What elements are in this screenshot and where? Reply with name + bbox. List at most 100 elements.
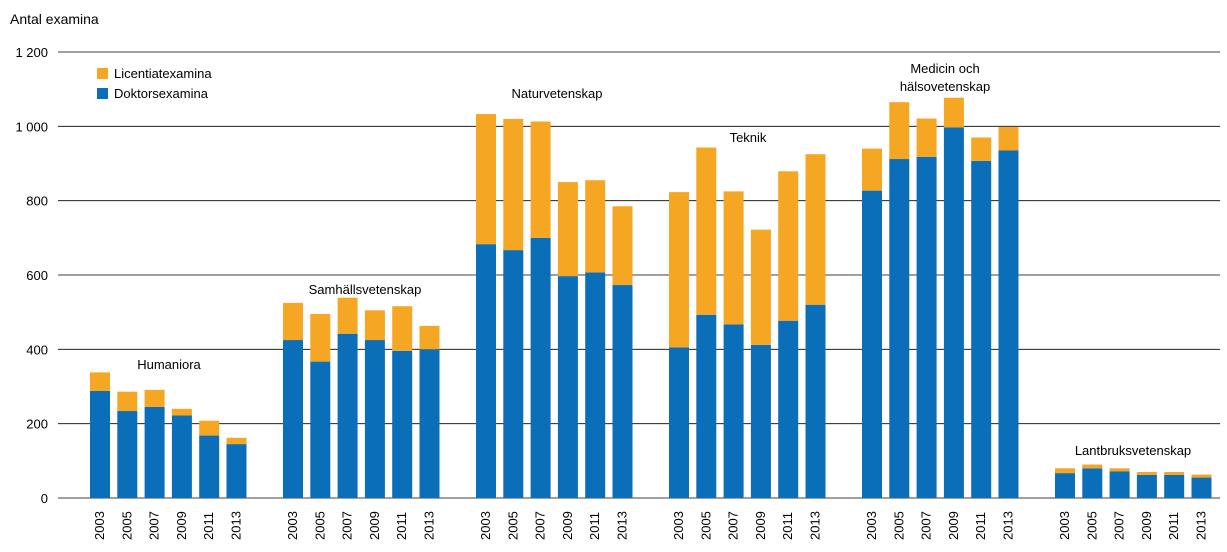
bar-licentiatexamina [117,391,138,412]
bar-doktorsexamina [1082,468,1103,498]
bar-doktorsexamina [723,324,744,498]
bar-licentiatexamina [1109,468,1130,472]
x-tick-label: 2011 [587,512,602,540]
bar-doktorsexamina [778,320,799,498]
bar-doktorsexamina [503,250,524,498]
group-label: Humaniora [137,357,201,372]
x-tick-label: 2009 [174,511,189,540]
bar-doktorsexamina [696,314,717,498]
bar-licentiatexamina [612,206,633,286]
bar-doktorsexamina [916,156,937,498]
bar-licentiatexamina [1136,471,1157,475]
bar-licentiatexamina [998,127,1019,151]
bar-licentiatexamina [750,229,771,345]
legend-label: Licentiatexamina [114,66,212,81]
x-tick-label: 2003 [864,511,879,540]
group-label: Naturvetenskap [511,86,602,101]
x-tick-label: 2013 [808,511,823,540]
x-tick-label: 2013 [229,511,244,540]
bar-doktorsexamina [1109,471,1130,498]
bar-licentiatexamina [199,420,220,436]
bar-licentiatexamina [503,118,524,251]
x-tick-label: 2007 [533,511,548,540]
bar-doktorsexamina [476,244,496,498]
y-tick-label: 200 [26,417,48,432]
bar-licentiatexamina [364,310,385,341]
y-tick-label: 600 [26,268,48,283]
bar-doktorsexamina [171,415,192,498]
x-tick-label: 2011 [201,512,216,540]
bar-doktorsexamina [226,444,247,498]
bar-licentiatexamina [1055,468,1075,474]
y-axis-label: Antal examina [10,11,99,27]
bar-doktorsexamina [419,349,440,498]
x-tick-label: 2007 [726,511,741,540]
x-tick-label: 2003 [478,511,493,540]
bar-doktorsexamina [998,150,1019,498]
bar-licentiatexamina [171,408,192,416]
x-tick-label: 2009 [753,511,768,540]
x-tick-label: 2003 [671,511,686,540]
bar-licentiatexamina [557,182,578,277]
legend-swatch [97,88,108,99]
legend-swatch [97,68,108,79]
bar-licentiatexamina [971,137,992,161]
bar-doktorsexamina [392,350,413,498]
x-tick-label: 2009 [367,511,382,540]
bar-licentiatexamina [889,102,910,160]
bar-licentiatexamina [862,148,882,191]
x-tick-label: 2011 [780,512,795,540]
bar-doktorsexamina [1136,474,1157,498]
bar-doktorsexamina [337,333,358,498]
bar-licentiatexamina [1164,471,1185,475]
y-tick-label: 1 200 [15,45,48,60]
x-tick-label: 2011 [973,512,988,540]
x-tick-label: 2007 [340,511,355,540]
group-label: hälsovetenskap [900,79,990,94]
bar-doktorsexamina [530,237,551,499]
x-tick-label: 2009 [946,511,961,540]
bar-doktorsexamina [585,272,606,498]
x-tick-label: 2005 [505,511,520,540]
bar-doktorsexamina [1164,474,1185,498]
bar-licentiatexamina [283,302,303,341]
bar-licentiatexamina [392,306,413,351]
bar-doktorsexamina [1055,473,1075,498]
x-tick-label: 2013 [422,511,437,540]
bar-licentiatexamina [805,154,826,305]
x-tick-label: 2013 [1194,511,1209,540]
x-tick-label: 2013 [1001,511,1016,540]
bar-doktorsexamina [612,285,633,498]
x-tick-label: 2005 [891,511,906,540]
x-tick-label: 2005 [1084,511,1099,540]
x-tick-label: 2009 [1139,511,1154,540]
bar-licentiatexamina [144,389,165,407]
bar-doktorsexamina [199,435,220,498]
bar-licentiatexamina [943,97,964,128]
bar-licentiatexamina [90,372,110,391]
bar-doktorsexamina [364,340,385,498]
bar-doktorsexamina [943,127,964,498]
legend-label: Doktorsexamina [114,86,209,101]
bar-doktorsexamina [310,361,331,498]
bar-licentiatexamina [778,171,799,321]
bar-doktorsexamina [889,159,910,499]
bar-doktorsexamina [669,347,689,498]
x-tick-label: 2007 [147,511,162,540]
x-tick-label: 2005 [312,511,327,540]
y-tick-label: 800 [26,194,48,209]
y-tick-label: 400 [26,342,48,357]
bar-licentiatexamina [1191,474,1212,478]
bar-doktorsexamina [90,390,110,498]
bar-licentiatexamina [310,314,331,362]
bar-licentiatexamina [530,121,551,238]
x-tick-label: 2003 [92,511,107,540]
bar-licentiatexamina [669,192,689,348]
x-tick-label: 2003 [1057,511,1072,540]
group-label: Lantbruksvetenskap [1075,443,1191,458]
group-label: Medicin och [910,61,979,76]
bar-doktorsexamina [283,340,303,498]
x-tick-label: 2003 [285,511,300,540]
bar-licentiatexamina [916,118,937,157]
